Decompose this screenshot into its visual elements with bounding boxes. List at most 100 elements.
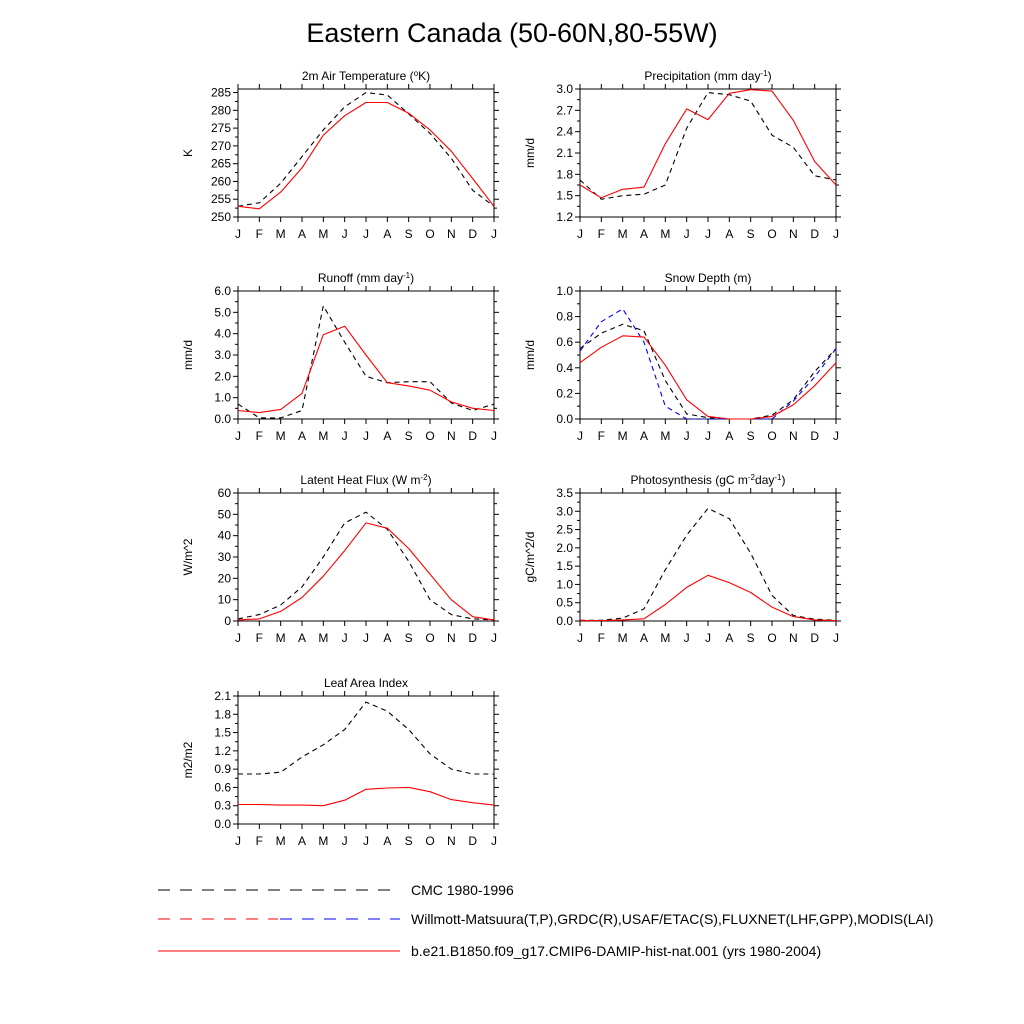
x-tick-label: N (447, 834, 456, 848)
y-tick-label: 2.7 (556, 103, 573, 117)
y-axis-label: mm/d (523, 138, 537, 168)
y-tick-label: 0.0 (214, 817, 231, 831)
series-line-dashed-1 (237, 305, 495, 419)
y-tick-label: 2.4 (556, 125, 573, 139)
x-tick-label: A (383, 429, 391, 443)
x-tick-label: J (684, 227, 690, 241)
x-tick-label: F (256, 834, 263, 848)
y-tick-label: 250 (211, 210, 231, 224)
y-tick-label: 255 (211, 192, 231, 206)
y-tick-label: 1.0 (214, 391, 231, 405)
x-tick-label: O (425, 429, 434, 443)
x-tick-label: J (363, 227, 369, 241)
x-tick-label: A (298, 631, 306, 645)
x-tick-label: A (725, 227, 733, 241)
series-line-dashed-1 (580, 507, 837, 621)
x-tick-label: M (660, 429, 670, 443)
y-tick-label: 1.2 (214, 744, 231, 758)
panel-title-text: ) (768, 69, 772, 83)
y-tick-label: 2.1 (214, 689, 231, 703)
panel-title-superscript: -2 (748, 473, 756, 482)
x-tick-label: O (425, 631, 434, 645)
legend-label-model: b.e21.B1850.f09_g17.CMIP6-DAMIP-hist-nat… (411, 943, 821, 959)
panel-title-text: Runoff (mm day (318, 271, 403, 285)
x-tick-label: N (789, 227, 798, 241)
x-tick-label: A (640, 429, 648, 443)
x-tick-label: M (618, 429, 628, 443)
y-tick-label: 1.5 (556, 189, 573, 203)
series-line-dashed-1 (238, 701, 494, 775)
y-axis-label: K (181, 149, 195, 157)
x-tick-label: J (235, 631, 241, 645)
x-tick-label: O (425, 834, 434, 848)
x-tick-label: J (833, 227, 839, 241)
x-tick-label: J (342, 834, 348, 848)
y-tick-label: 4.0 (214, 327, 231, 341)
x-tick-label: J (363, 631, 369, 645)
y-tick-label: 2.1 (556, 146, 573, 160)
panel-title-text: K) (418, 69, 430, 83)
x-tick-label: M (276, 429, 286, 443)
x-tick-label: M (276, 227, 286, 241)
y-tick-label: 0.5 (556, 596, 573, 610)
chart-panel-6: Photosynthesis (gC m-2day-1) 0.0 0.5 1.0 1.5… (523, 473, 841, 645)
y-axis-label: mm/d (181, 340, 195, 370)
panel-title-superscript: -1 (403, 271, 411, 280)
y-tick-label: 0.6 (214, 780, 231, 794)
x-tick-label: M (318, 429, 328, 443)
panel-title-text: Photosynthesis (gC m (631, 473, 748, 487)
x-tick-label: A (725, 631, 733, 645)
y-tick-label: 30 (218, 550, 232, 564)
x-tick-label: A (383, 227, 391, 241)
panel-title: 2m Air Temperature (oK) (302, 69, 430, 84)
x-tick-label: M (276, 834, 286, 848)
x-tick-label: A (383, 834, 391, 848)
panel-title-text: 2m Air Temperature ( (302, 69, 414, 83)
y-tick-label: 0.0 (556, 614, 573, 628)
y-tick-label: 20 (218, 571, 232, 585)
x-tick-label: J (833, 429, 839, 443)
x-tick-label: N (789, 429, 798, 443)
x-tick-label: D (468, 429, 477, 443)
y-tick-label: 0.6 (556, 335, 573, 349)
x-tick-label: O (767, 631, 776, 645)
y-tick-label: 260 (211, 174, 231, 188)
x-tick-label: F (598, 429, 605, 443)
y-tick-label: 3.5 (556, 486, 573, 500)
x-tick-label: J (342, 227, 348, 241)
y-tick-label: 1.0 (556, 577, 573, 591)
series-line-dashed-1 (579, 323, 837, 420)
y-tick-label: 50 (218, 507, 232, 521)
x-tick-label: F (598, 227, 605, 241)
x-tick-label: S (747, 631, 755, 645)
y-tick-label: 1.5 (556, 559, 573, 573)
x-tick-label: J (491, 227, 497, 241)
x-tick-label: M (276, 631, 286, 645)
x-tick-label: D (468, 631, 477, 645)
panel-title-text: Precipitation (mm day (644, 69, 760, 83)
y-tick-label: 10 (218, 593, 232, 607)
y-axis-label: gC/m^2/d (523, 532, 537, 583)
x-tick-label: M (618, 631, 628, 645)
y-tick-label: 0.0 (214, 412, 231, 426)
x-tick-label: N (789, 631, 798, 645)
x-tick-label: J (235, 227, 241, 241)
y-tick-label: 2.5 (556, 523, 573, 537)
y-tick-label: 1.5 (214, 726, 231, 740)
legend-entry-model: b.e21.B1850.f09_g17.CMIP6-DAMIP-hist-nat… (158, 943, 821, 959)
chart-panel-2: Precipitation (mm day-1) 1.2 1.5 1.8 2.1 2.4 2… (523, 69, 841, 241)
y-tick-label: 3.0 (556, 82, 573, 96)
y-tick-label: 2.0 (556, 541, 573, 555)
series-line-dashed-1 (237, 511, 495, 621)
x-tick-label: M (660, 631, 670, 645)
y-tick-label: 0.4 (556, 361, 573, 375)
x-tick-label: J (235, 834, 241, 848)
series-line-solid-2 (238, 786, 495, 807)
x-tick-label: A (383, 631, 391, 645)
y-tick-label: 5.0 (214, 305, 231, 319)
x-tick-label: J (342, 429, 348, 443)
panel-title: Leaf Area Index (324, 676, 408, 690)
panel-title: Runoff (mm day-1) (318, 271, 414, 286)
